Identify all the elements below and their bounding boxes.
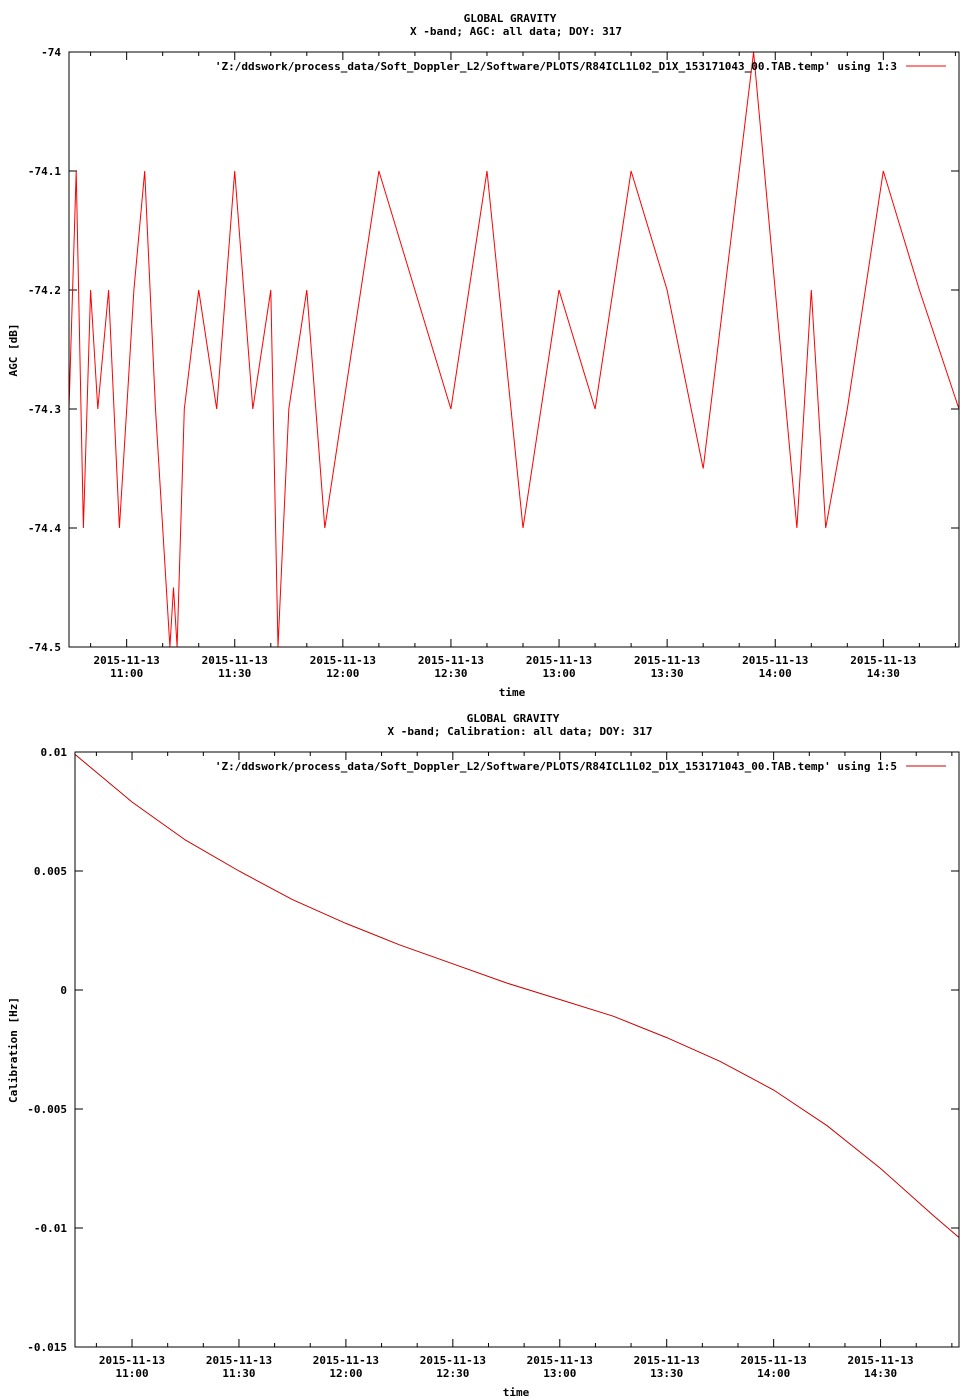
agc-y-tick-label: -74.5	[28, 641, 61, 654]
calibration-x-tick-time: 13:00	[543, 1367, 576, 1380]
calibration-plot-frame	[74, 751, 960, 1348]
calibration-x-tick-time: 13:30	[650, 1367, 683, 1380]
agc-x-tick-date: 2015-11-13	[742, 654, 808, 667]
calibration-y-tick-label: 0.01	[41, 746, 68, 759]
calibration-chart-title: GLOBAL GRAVITY	[467, 712, 560, 725]
agc-x-tick-time: 11:00	[110, 667, 143, 680]
calibration-x-axis-label: time	[503, 1386, 530, 1399]
agc-x-tick-date: 2015-11-13	[310, 654, 376, 667]
calibration-x-tick-date: 2015-11-13	[847, 1354, 913, 1367]
calibration-x-tick-time: 12:00	[329, 1367, 362, 1380]
calibration-x-tick-date: 2015-11-13	[527, 1354, 593, 1367]
calibration-x-tick-time: 14:00	[757, 1367, 790, 1380]
calibration-x-tick-date: 2015-11-13	[313, 1354, 379, 1367]
calibration-y-tick-label: -0.005	[27, 1103, 67, 1116]
agc-x-tick-time: 12:00	[326, 667, 359, 680]
agc-y-tick-label: -74.1	[28, 165, 61, 178]
agc-y-tick-label: -74.3	[28, 403, 61, 416]
calibration-y-tick-label: 0.005	[34, 865, 67, 878]
calibration-x-tick-time: 11:00	[115, 1367, 148, 1380]
agc-x-tick-time: 13:00	[542, 667, 575, 680]
agc-plot-frame	[68, 51, 960, 648]
agc-tick-group: -74-74.1-74.2-74.3-74.4-74.52015-11-1311…	[28, 46, 959, 680]
agc-x-tick-time: 11:30	[218, 667, 251, 680]
calibration-x-tick-date: 2015-11-13	[741, 1354, 807, 1367]
calibration-x-tick-time: 12:30	[436, 1367, 469, 1380]
calibration-y-tick-label: -0.01	[34, 1222, 67, 1235]
calibration-chart-subtitle: X -band; Calibration: all data; DOY: 317	[388, 725, 653, 738]
calibration-y-axis-label: Calibration [Hz]	[7, 997, 20, 1103]
calibration-series-line	[74, 754, 960, 1238]
calibration-series-group	[74, 754, 960, 1238]
calibration-x-tick-date: 2015-11-13	[634, 1354, 700, 1367]
agc-y-axis-label: AGC [dB]	[7, 324, 20, 377]
agc-x-tick-time: 13:30	[651, 667, 684, 680]
agc-x-axis-label: time	[499, 686, 526, 699]
agc-chart-subtitle: X -band; AGC: all data; DOY: 317	[410, 25, 622, 38]
agc-x-tick-date: 2015-11-13	[634, 654, 700, 667]
agc-series-group	[68, 51, 960, 648]
calibration-x-tick-date: 2015-11-13	[99, 1354, 165, 1367]
agc-chart-title: GLOBAL GRAVITY	[464, 12, 557, 25]
calibration-x-tick-time: 14:30	[864, 1367, 897, 1380]
agc-x-tick-date: 2015-11-13	[850, 654, 916, 667]
calibration-y-tick-label: 0	[60, 984, 67, 997]
agc-x-tick-date: 2015-11-13	[418, 654, 484, 667]
agc-x-tick-time: 14:30	[867, 667, 900, 680]
agc-y-tick-label: -74	[41, 46, 61, 59]
agc-x-tick-date: 2015-11-13	[526, 654, 592, 667]
calibration-legend-label: 'Z:/ddswork/process_data/Soft_Doppler_L2…	[215, 760, 897, 773]
calibration-chart: GLOBAL GRAVITY X -band; Calibration: all…	[7, 712, 960, 1399]
agc-legend-label: 'Z:/ddswork/process_data/Soft_Doppler_L2…	[215, 60, 897, 73]
agc-chart: GLOBAL GRAVITY X -band; AGC: all data; D…	[7, 12, 960, 699]
calibration-x-tick-date: 2015-11-13	[206, 1354, 272, 1367]
calibration-x-tick-time: 11:30	[222, 1367, 255, 1380]
agc-x-tick-date: 2015-11-13	[94, 654, 160, 667]
agc-y-tick-label: -74.2	[28, 284, 61, 297]
agc-x-tick-time: 12:30	[434, 667, 467, 680]
calibration-y-tick-label: -0.015	[27, 1341, 67, 1354]
agc-series-line	[68, 51, 960, 648]
calibration-tick-group: 0.010.0050-0.005-0.01-0.0152015-11-1311:…	[27, 746, 959, 1380]
agc-x-tick-date: 2015-11-13	[202, 654, 268, 667]
agc-y-tick-label: -74.4	[28, 522, 61, 535]
calibration-x-tick-date: 2015-11-13	[420, 1354, 486, 1367]
agc-x-tick-time: 14:00	[759, 667, 792, 680]
